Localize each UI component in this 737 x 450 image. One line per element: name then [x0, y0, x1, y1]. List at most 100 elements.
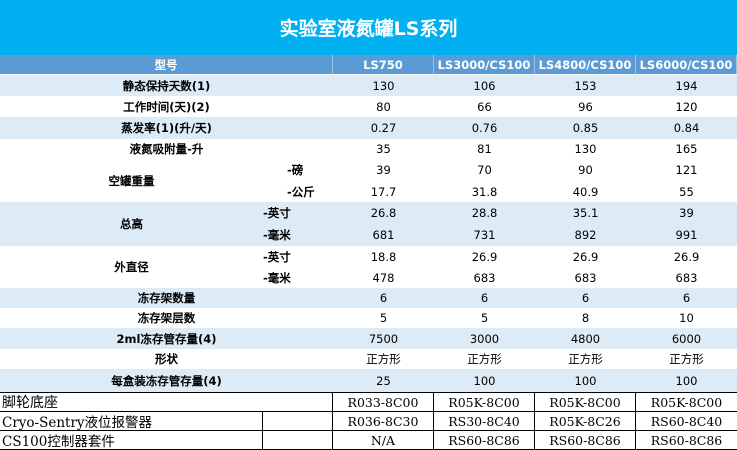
unit-label: -毫米	[263, 270, 291, 285]
header-model: LS3000/CS100	[434, 55, 535, 74]
unit-label: -英寸	[263, 206, 291, 220]
row-value: 6	[480, 291, 489, 305]
row-value: 17.7	[370, 184, 397, 199]
table-row: 蒸发率(1)(升/天) 0.27 0.76 0.85 0.84	[0, 117, 737, 139]
header-model-label: 型号	[0, 55, 333, 74]
row-value: 683	[574, 270, 597, 285]
accessory-part: R05K-8C26	[535, 412, 636, 430]
accessory-part: RS60-8C86	[434, 431, 535, 449]
row-label: 液氮吸附量-升	[129, 142, 204, 156]
row-value: 121	[675, 163, 698, 177]
empty-cell	[263, 412, 333, 430]
row-value: 100	[473, 373, 496, 388]
row-value: 0.27	[370, 121, 397, 135]
table-title: 实验室液氮罐LS系列	[0, 0, 737, 55]
row-value: 26.9	[572, 249, 599, 264]
row-value: 35.1	[572, 206, 599, 220]
row-label: 形状	[155, 352, 178, 366]
row-value: 0.85	[572, 121, 599, 135]
row-value: 120	[675, 99, 698, 114]
table-row: -毫米 681 731 892 991	[0, 224, 737, 246]
table-row: -英寸 18.8 26.9 26.9 26.9	[0, 246, 737, 267]
table-row: -公斤 17.7 31.8 40.9 55	[0, 181, 737, 202]
row-value: 81	[477, 142, 492, 156]
row-value: 正方形	[568, 352, 603, 366]
row-value: 683	[473, 270, 496, 285]
row-value: 6	[581, 291, 590, 305]
accessory-part: R036-8C30	[333, 412, 434, 430]
row-value: 683	[675, 270, 698, 285]
row-label: 工作时间(天)(2)	[123, 99, 210, 114]
row-value: 26.9	[471, 249, 498, 264]
unit-label: -公斤	[287, 184, 315, 199]
table-row: 冻存架层数 5 5 8 10	[0, 308, 737, 328]
row-value: 90	[578, 163, 593, 177]
accessory-part: R033-8C00	[333, 393, 434, 411]
row-value: 26.8	[370, 206, 397, 220]
table-row: CS100控制器套件 N/A RS60-8C86 RS60-8C86 RS60-…	[0, 431, 737, 450]
row-value: 28.8	[471, 206, 498, 220]
row-value: 正方形	[669, 352, 704, 366]
table-row: 冻存架数量 6 6 6 6	[0, 288, 737, 308]
row-value: 8	[581, 311, 590, 325]
accessory-label: 脚轮底座	[0, 393, 333, 411]
row-value: 681	[372, 228, 395, 242]
row-value: 25	[376, 373, 391, 388]
table-row: -英寸 26.8 28.8 35.1 39	[0, 202, 737, 224]
row-label: 蒸发率(1)(升/天)	[121, 121, 212, 135]
row-value: 0.76	[471, 121, 498, 135]
row-value: 6	[682, 291, 691, 305]
table-row: 液氮吸附量-升 35 81 130 165	[0, 139, 737, 159]
row-value: 39	[679, 206, 694, 220]
table-row: 脚轮底座 R033-8C00 R05K-8C00 R05K-8C00 R05K-…	[0, 393, 737, 412]
header-row: 型号 LS750 LS3000/CS100 LS4800/CS100 LS600…	[0, 55, 737, 74]
row-value: 40.9	[572, 184, 599, 199]
accessory-part: R05K-8C00	[434, 393, 535, 411]
height-label: 总高	[120, 217, 143, 231]
accessory-part: RS60-8C86	[535, 431, 636, 449]
row-value: 106	[473, 78, 496, 93]
header-model: LS4800/CS100	[535, 55, 636, 74]
row-value: 6	[379, 291, 388, 305]
row-value: 5	[480, 311, 489, 325]
row-value: 478	[372, 270, 395, 285]
table-row: -磅 39 70 90 121	[0, 159, 737, 181]
row-value: 96	[578, 99, 593, 114]
empty-cell	[263, 431, 333, 449]
accessory-part: RS30-8C40	[434, 412, 535, 430]
row-value: 70	[477, 163, 492, 177]
table-row: 静态保持天数(1) 130 106 153 194	[0, 75, 737, 96]
row-value: 39	[376, 163, 391, 177]
accessories-table: 脚轮底座 R033-8C00 R05K-8C00 R05K-8C00 R05K-…	[0, 392, 737, 450]
row-value: 100	[574, 373, 597, 388]
header-model: LS6000/CS100	[636, 55, 737, 74]
row-value: 7500	[368, 331, 399, 346]
row-label: 冻存架层数	[137, 311, 196, 325]
row-value: 6000	[671, 331, 702, 346]
accessory-part: N/A	[333, 431, 434, 449]
row-value: 3000	[469, 331, 500, 346]
row-value: 100	[675, 373, 698, 388]
diameter-label: 外直径	[114, 260, 149, 274]
row-value: 130	[372, 78, 395, 93]
accessory-part: R05K-8C00	[535, 393, 636, 411]
accessory-part: RS60-8C86	[650, 432, 723, 448]
row-value: 153	[574, 78, 597, 93]
unit-label: -毫米	[263, 228, 291, 242]
row-value: 130	[574, 142, 597, 156]
weight-label: 空罐重量	[108, 173, 155, 188]
row-value: 26.9	[673, 249, 700, 264]
row-value: 194	[675, 78, 698, 93]
row-value: 正方形	[366, 352, 401, 366]
unit-label: -英寸	[263, 249, 291, 264]
row-value: 991	[675, 228, 698, 242]
row-value: 55	[679, 184, 694, 199]
row-value: 165	[675, 142, 698, 156]
row-value: 4800	[570, 331, 601, 346]
row-value: 31.8	[471, 184, 498, 199]
accessory-part: R05K-8C00	[650, 394, 723, 410]
table-row: 每盒装冻存管存量(4) 25 100 100 100	[0, 369, 737, 392]
unit-label: -磅	[287, 163, 304, 177]
accessory-part: RS60-8C40	[650, 413, 723, 429]
